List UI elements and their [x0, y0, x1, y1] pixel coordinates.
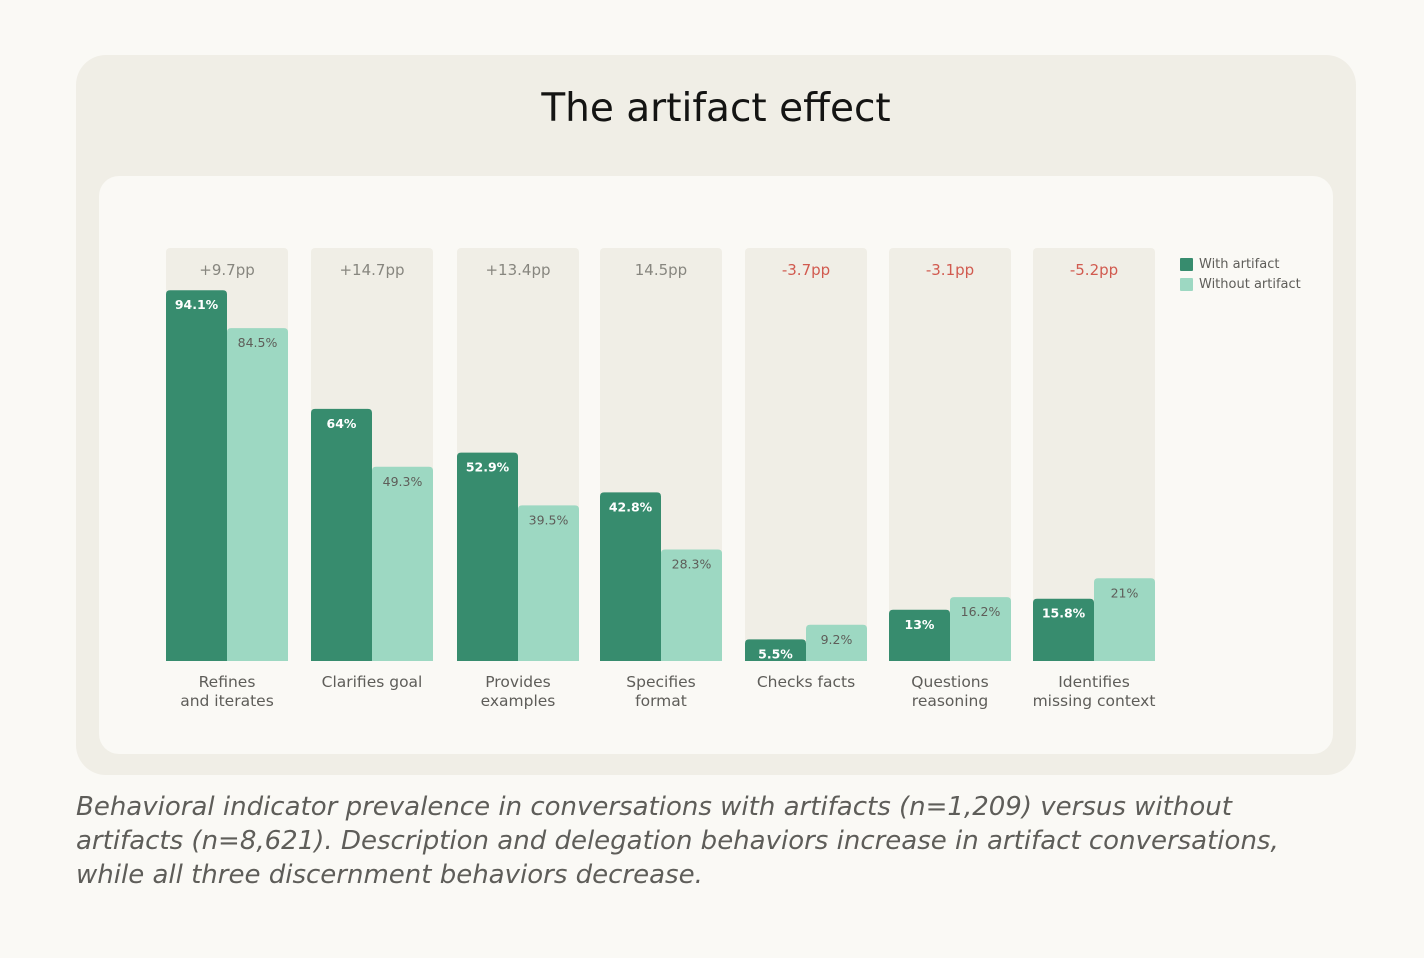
value-label-without-artifact-1: 49.3% — [383, 474, 423, 489]
difference-label-6: -5.2pp — [1070, 261, 1118, 279]
difference-label-5: -3.1pp — [926, 261, 974, 279]
category-label-5-line-0: Questions — [911, 673, 988, 691]
value-label-with-artifact-3: 42.8% — [609, 499, 653, 514]
bar-with-artifact-6 — [1033, 598, 1094, 661]
figure-caption: Behavioral indicator prevalence in conve… — [76, 792, 1279, 890]
bar-without-artifact-2 — [518, 505, 579, 661]
bar-with-artifact-4 — [745, 639, 806, 661]
legend-item-without-artifact: Without artifact — [1180, 274, 1301, 294]
category-label-4-line-0: Checks facts — [757, 673, 855, 691]
chart-title: The artifact effect — [541, 86, 891, 131]
difference-label-4: -3.7pp — [782, 261, 830, 279]
category-label-6-line-0: Identifies — [1058, 673, 1130, 691]
bar-without-artifact-1 — [372, 466, 433, 661]
legend-label-without-artifact: Without artifact — [1199, 276, 1301, 292]
value-label-with-artifact-6: 15.8% — [1042, 606, 1086, 621]
bar-track-5 — [889, 248, 1011, 661]
value-label-with-artifact-1: 64% — [327, 416, 357, 431]
legend-label-with-artifact: With artifact — [1199, 256, 1280, 272]
bar-without-artifact-6 — [1094, 578, 1155, 661]
value-label-with-artifact-2: 52.9% — [466, 460, 510, 475]
category-label-0-line-0: Refines — [199, 673, 256, 691]
value-label-with-artifact-5: 13% — [905, 617, 935, 632]
legend-item-with-artifact: With artifact — [1180, 254, 1301, 274]
value-label-without-artifact-4: 9.2% — [821, 632, 853, 647]
category-label-3-line-1: format — [635, 692, 687, 710]
value-label-without-artifact-3: 28.3% — [672, 556, 712, 571]
value-label-without-artifact-5: 16.2% — [961, 604, 1001, 619]
value-label-without-artifact-2: 39.5% — [529, 512, 569, 527]
category-label-5-line-1: reasoning — [912, 692, 988, 710]
bar-track-6 — [1033, 248, 1155, 661]
bar-without-artifact-5 — [950, 597, 1011, 661]
bar-with-artifact-2 — [457, 452, 518, 661]
bar-track-4 — [745, 248, 867, 661]
legend-swatch-with-artifact — [1180, 257, 1193, 271]
category-label-3-line-0: Specifies — [626, 673, 695, 691]
bar-without-artifact-0 — [227, 328, 288, 661]
category-label-2-line-0: Provides — [485, 673, 551, 691]
legend: With artifact Without artifact — [1180, 254, 1301, 294]
difference-label-0: +9.7pp — [199, 261, 254, 279]
legend-swatch-without-artifact — [1180, 277, 1193, 291]
difference-label-2: +13.4pp — [485, 261, 550, 279]
value-label-without-artifact-6: 21% — [1111, 585, 1139, 600]
category-label-1-line-0: Clarifies goal — [322, 673, 423, 691]
difference-label-3: 14.5pp — [635, 261, 687, 279]
bar-with-artifact-0 — [166, 290, 227, 661]
bar-without-artifact-3 — [661, 549, 722, 661]
category-label-2-line-1: examples — [481, 692, 556, 710]
bar-without-artifact-4 — [806, 624, 867, 661]
bar-with-artifact-3 — [600, 492, 661, 661]
category-label-6-line-1: missing context — [1033, 692, 1156, 710]
category-label-0-line-1: and iterates — [180, 692, 274, 710]
value-label-without-artifact-0: 84.5% — [238, 335, 278, 350]
value-label-with-artifact-4: 5.5% — [758, 646, 793, 661]
difference-label-1: +14.7pp — [339, 261, 404, 279]
bar-with-artifact-5 — [889, 609, 950, 661]
value-label-with-artifact-0: 94.1% — [175, 297, 219, 312]
bar-with-artifact-1 — [311, 408, 372, 661]
